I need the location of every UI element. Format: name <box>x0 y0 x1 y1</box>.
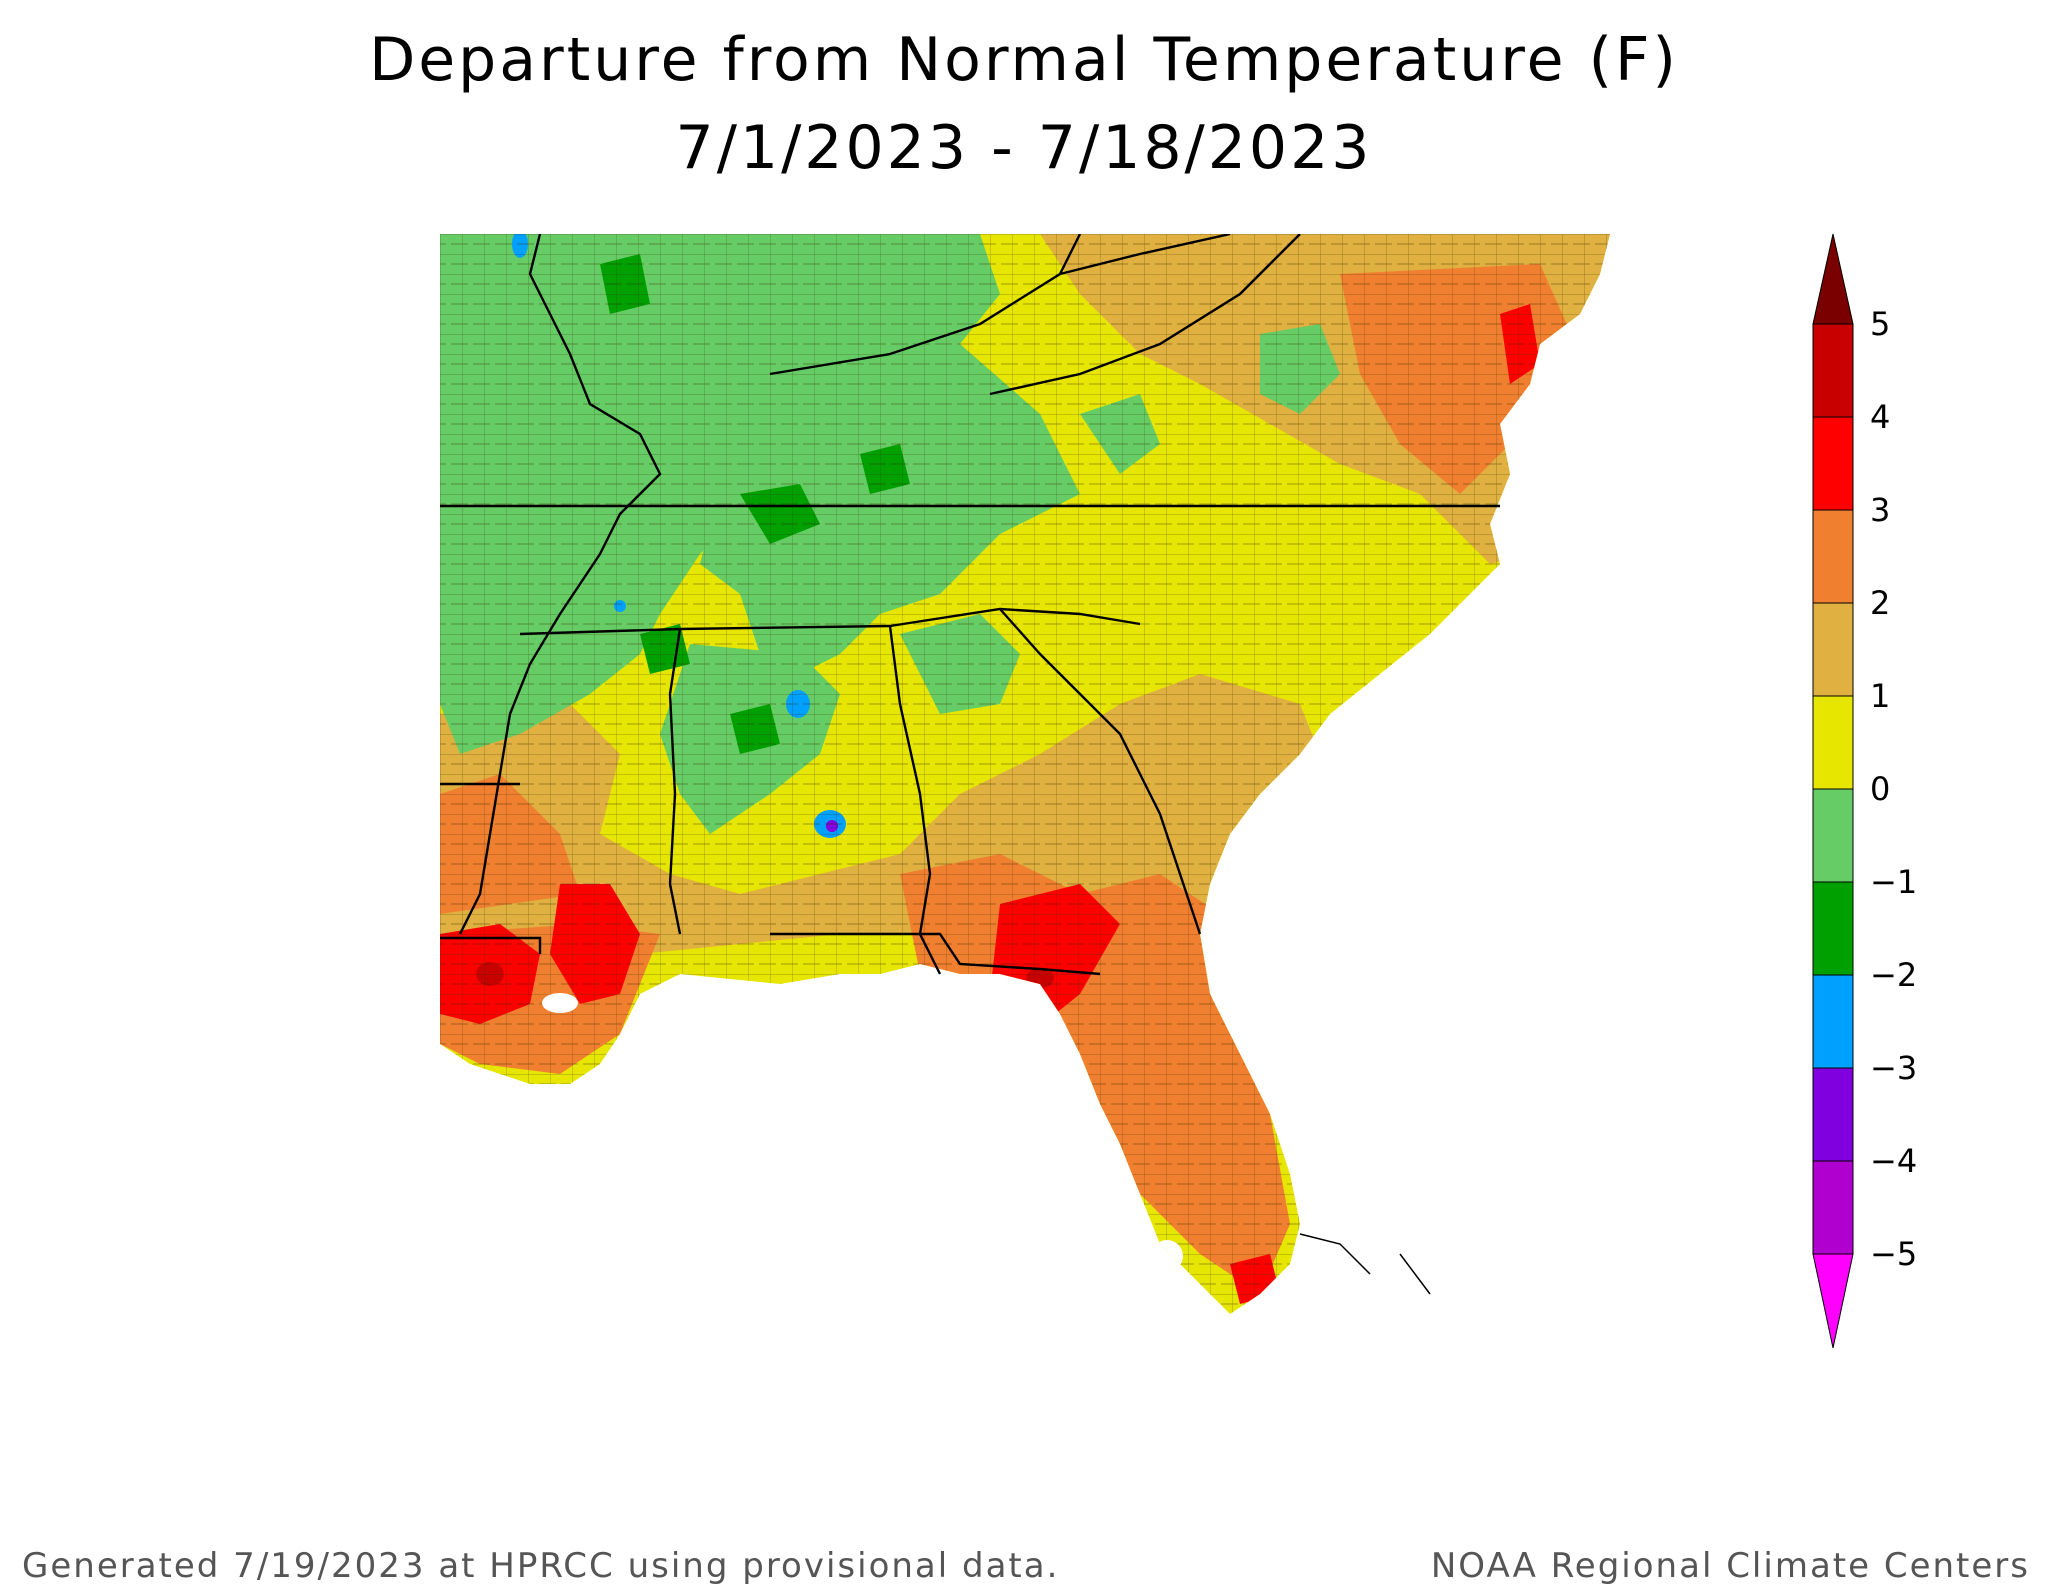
legend-label: 4 <box>1870 398 1891 436</box>
legend-swatch <box>1812 323 1854 418</box>
legend-swatch <box>1812 602 1854 697</box>
legend-swatch <box>1812 695 1854 790</box>
legend-swatch <box>1812 788 1854 883</box>
legend-arrow-bottom <box>1812 1253 1854 1349</box>
legend-label: −4 <box>1870 1142 1918 1180</box>
footer-generated-note: Generated 7/19/2023 at HPRCC using provi… <box>22 1546 1060 1586</box>
legend-label: −5 <box>1870 1235 1918 1273</box>
legend-label: 1 <box>1870 677 1891 715</box>
legend-swatch <box>1812 416 1854 511</box>
date-range: 7/1/2023 - 7/18/2023 <box>675 113 1373 183</box>
legend-swatch <box>1812 881 1854 976</box>
state-borders <box>440 234 1500 976</box>
legend-label: 2 <box>1870 584 1891 622</box>
legend-label: −3 <box>1870 1049 1918 1087</box>
temperature-departure-map <box>440 234 1610 1314</box>
legend-label: 3 <box>1870 491 1891 529</box>
color-legend <box>1812 233 1854 1349</box>
legend-swatch <box>1812 509 1854 604</box>
legend-label: −2 <box>1870 956 1918 994</box>
legend-swatch <box>1812 1160 1854 1255</box>
legend-label: 0 <box>1870 770 1891 808</box>
legend-swatch <box>1812 974 1854 1069</box>
footer-source: NOAA Regional Climate Centers <box>1430 1546 2030 1586</box>
legend-arrow-top <box>1812 233 1854 325</box>
map-title: Departure from Normal Temperature (F) <box>369 25 1679 95</box>
legend-label: 5 <box>1870 305 1891 343</box>
legend-label: −1 <box>1870 863 1918 901</box>
legend-swatch <box>1812 1067 1854 1162</box>
